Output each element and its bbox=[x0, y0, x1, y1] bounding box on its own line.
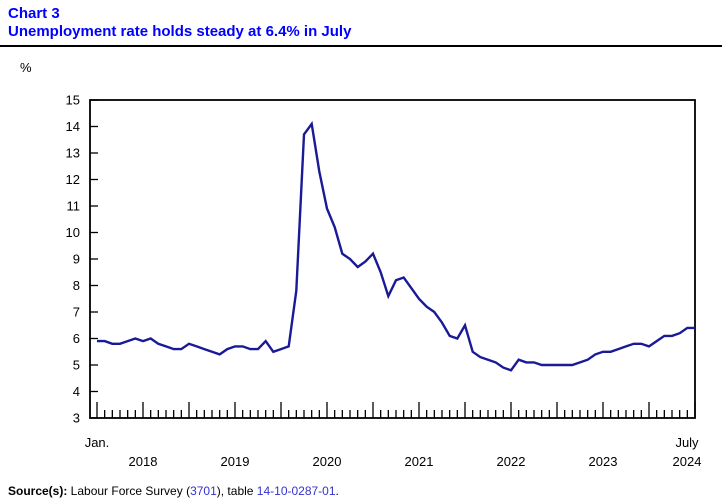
y-tick-label: 15 bbox=[66, 93, 80, 108]
x-year-label: 2024 bbox=[673, 454, 702, 469]
title-divider bbox=[0, 45, 722, 47]
y-tick-label: 8 bbox=[73, 278, 80, 293]
x-year-label: 2019 bbox=[221, 454, 250, 469]
source-text: ), table bbox=[216, 484, 257, 498]
x-end-month-label: July bbox=[675, 435, 699, 450]
y-tick-label: 3 bbox=[73, 411, 80, 426]
x-year-label: 2022 bbox=[497, 454, 526, 469]
x-year-label: 2021 bbox=[405, 454, 434, 469]
y-tick-label: 5 bbox=[73, 358, 80, 373]
x-year-label: 2020 bbox=[313, 454, 342, 469]
x-start-month-label: Jan. bbox=[85, 435, 110, 450]
y-tick-label: 7 bbox=[73, 305, 80, 320]
x-year-label: 2018 bbox=[129, 454, 158, 469]
survey-number-link[interactable]: 3701 bbox=[190, 484, 217, 498]
source-text: Labour Force Survey ( bbox=[67, 484, 191, 498]
plot-frame bbox=[89, 99, 696, 419]
table-number-link[interactable]: 14-10-0287-01 bbox=[256, 484, 336, 498]
unemployment-rate-series-line bbox=[97, 120, 695, 372]
y-tick-label: 4 bbox=[73, 384, 80, 399]
y-tick-label: 10 bbox=[66, 225, 80, 240]
y-tick-label: 13 bbox=[66, 146, 80, 161]
source-note: Source(s): Labour Force Survey (3701), t… bbox=[8, 484, 339, 498]
y-tick-label: 6 bbox=[73, 331, 80, 346]
chart-title: Unemployment rate holds steady at 6.4% i… bbox=[8, 23, 352, 40]
y-tick-label: 11 bbox=[67, 199, 81, 214]
y-axis-unit-label: % bbox=[20, 60, 32, 75]
source-text: . bbox=[335, 484, 339, 498]
y-tick-label: 14 bbox=[66, 119, 80, 134]
source-label: Source(s): bbox=[8, 484, 68, 498]
y-tick-label: 9 bbox=[73, 252, 80, 267]
chart-number-label: Chart 3 bbox=[8, 5, 60, 22]
x-year-label: 2023 bbox=[589, 454, 618, 469]
y-tick-label: 12 bbox=[66, 172, 80, 187]
